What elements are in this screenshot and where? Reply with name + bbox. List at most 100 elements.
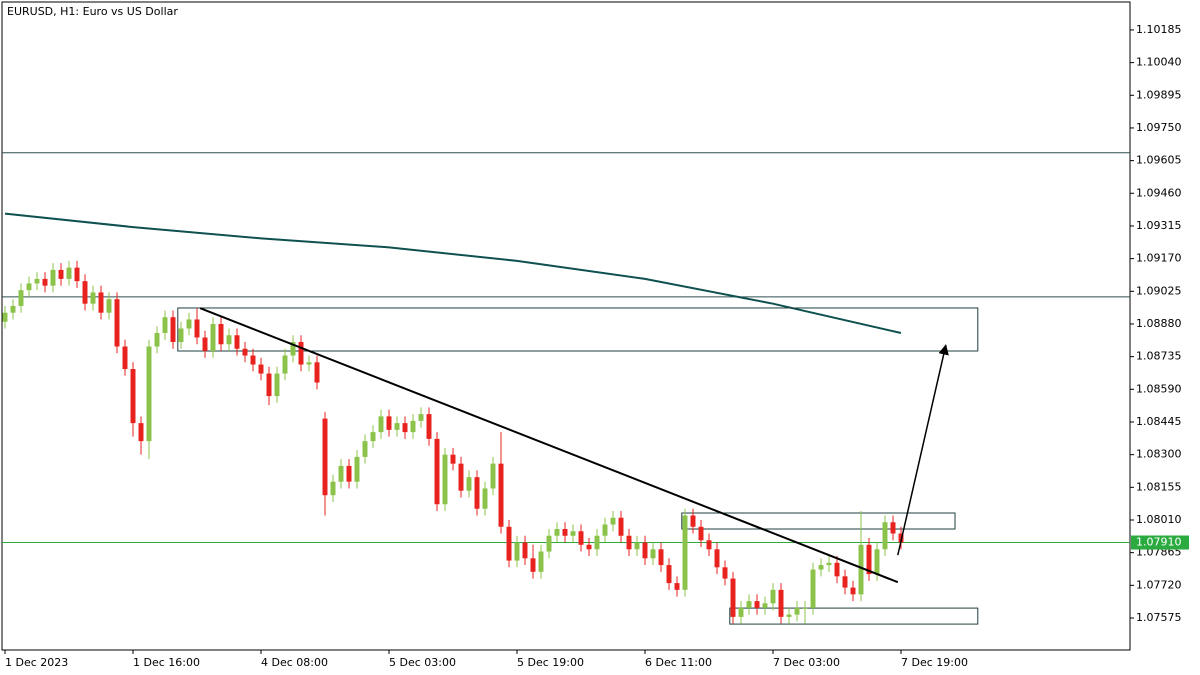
candle-body	[506, 526, 512, 561]
candle-body	[626, 535, 632, 550]
candle-body	[850, 587, 856, 595]
candle-body	[794, 607, 800, 615]
chart-title: EURUSD, H1: Euro vs US Dollar	[7, 5, 178, 18]
candle-body	[666, 565, 672, 584]
candle-body	[762, 603, 768, 608]
y-tick-label: 1.08590	[1136, 382, 1182, 395]
candle-body	[514, 542, 520, 561]
candle-body	[882, 522, 888, 550]
candle-body	[562, 529, 568, 536]
candle-body	[690, 515, 696, 527]
candle-body	[482, 488, 488, 509]
zone-rectangle	[729, 607, 979, 625]
candle-body	[34, 278, 40, 284]
x-tick-label: 7 Dec 03:00	[773, 656, 840, 669]
candle-body	[698, 526, 704, 541]
candle-body	[618, 517, 624, 536]
plot-frame	[1, 1, 1131, 651]
trendline	[199, 307, 899, 584]
candle-body	[274, 373, 280, 397]
current-price-tag	[1131, 535, 1189, 550]
candle-body	[346, 465, 352, 482]
y-tick-label: 1.07720	[1136, 578, 1182, 591]
candle-body	[874, 549, 880, 575]
candle-body	[554, 529, 560, 536]
y-tick-label: 1.10040	[1136, 56, 1182, 69]
y-tick-label: 1.09315	[1136, 219, 1182, 232]
candle-body	[594, 535, 600, 550]
candle-body	[210, 323, 216, 352]
candle-body	[98, 292, 104, 313]
y-tick-label: 1.09895	[1136, 88, 1182, 101]
y-tick-label: 1.09605	[1136, 154, 1182, 167]
candle-body	[218, 323, 224, 345]
candle-body	[90, 292, 96, 304]
candle-body	[362, 441, 368, 457]
candle-body	[386, 416, 392, 430]
candle-body	[106, 299, 112, 313]
candle-body	[650, 549, 656, 559]
candle-body	[890, 522, 896, 534]
candle-body	[810, 569, 816, 608]
candle-body	[42, 278, 48, 286]
candle-body	[122, 346, 128, 370]
candle-body	[490, 463, 496, 489]
candle-body	[194, 319, 200, 338]
x-tick-label: 5 Dec 19:00	[517, 656, 584, 669]
candle-body	[634, 542, 640, 550]
candle-body	[538, 551, 544, 572]
x-tick-label: 6 Dec 11:00	[645, 656, 712, 669]
y-tick-label: 1.08155	[1136, 480, 1182, 493]
candle-body	[658, 549, 664, 566]
x-tick-label: 5 Dec 03:00	[389, 656, 456, 669]
candle-body	[282, 355, 288, 374]
candle-body	[162, 317, 168, 333]
candle-body	[706, 540, 712, 550]
candle-body	[818, 565, 824, 570]
candle-body	[354, 456, 360, 482]
zone-rectangle	[177, 307, 979, 352]
candle-body	[546, 535, 552, 552]
candle-body	[858, 544, 864, 595]
candle-body	[738, 607, 744, 617]
projection-arrow	[897, 344, 949, 556]
candle-body	[242, 348, 248, 356]
y-tick-label: 1.10185	[1136, 23, 1182, 36]
candle-body	[26, 283, 32, 291]
candle-body	[130, 369, 136, 424]
zone-rectangle	[681, 512, 956, 530]
candle-body	[578, 531, 584, 545]
candle-body	[610, 517, 616, 525]
candle-body	[474, 477, 480, 509]
x-tick-label: 1 Dec 2023	[5, 656, 68, 669]
y-tick-label: 1.09170	[1136, 252, 1182, 265]
candle-body	[410, 420, 416, 433]
candle-body	[170, 317, 176, 342]
candle-body	[202, 337, 208, 352]
y-tick-label: 1.08735	[1136, 350, 1182, 363]
candle-body	[674, 583, 680, 590]
candle-body	[570, 531, 576, 536]
candle-body	[826, 562, 832, 566]
y-tick-label: 1.08300	[1136, 448, 1182, 461]
candle-body	[714, 549, 720, 568]
candle-body	[522, 542, 528, 559]
candle-body	[642, 542, 648, 559]
candle-body	[730, 578, 736, 617]
candle-body	[314, 362, 320, 383]
candle-body	[226, 335, 232, 345]
candle-body	[418, 414, 424, 421]
candle-body	[746, 601, 752, 608]
candle-body	[442, 454, 448, 505]
candle-body	[330, 481, 336, 496]
y-tick-label: 1.09460	[1136, 186, 1182, 199]
candle-body	[146, 346, 152, 442]
candle-body	[2, 312, 8, 322]
candle-body	[50, 269, 56, 286]
candle-body	[434, 438, 440, 505]
candle-body	[402, 423, 408, 433]
candle-body	[426, 414, 432, 439]
candle-body	[834, 562, 840, 577]
candle-body	[154, 332, 160, 347]
